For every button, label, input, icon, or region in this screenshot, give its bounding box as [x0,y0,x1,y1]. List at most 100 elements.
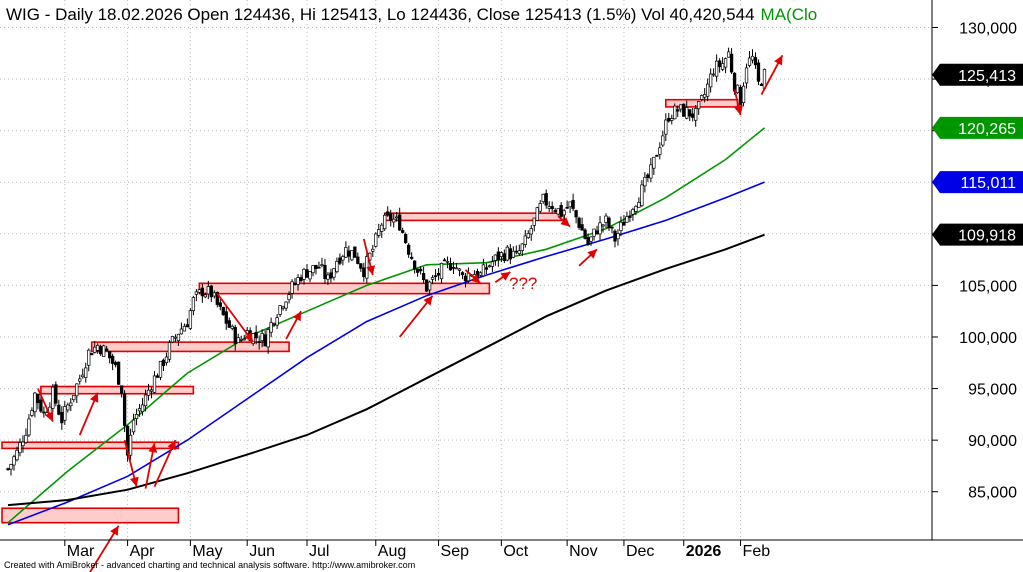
candle-body [410,256,414,259]
candle-body [356,256,360,264]
candle-body [200,287,205,297]
candle-body [622,221,626,226]
x-tick-label: Oct [503,543,528,560]
x-tick-label: Nov [569,543,597,560]
candle-body [221,306,225,316]
value-badge-label: 120,265 [958,121,1016,138]
candle-body [203,294,207,298]
arrow-head [774,55,783,66]
candle-body [119,385,124,394]
candle-body [445,260,450,263]
candle-body [93,346,97,353]
candle-body [188,310,193,329]
candle-body [535,207,539,221]
candle-body [314,264,318,270]
candle-body [735,84,740,94]
arrow-shaft [216,293,254,343]
candle-body [24,434,28,443]
candle-body [302,268,306,280]
candle-body [398,214,402,231]
candle-body [380,224,384,232]
candle-body [236,337,240,343]
value-badge: 115,011 [932,171,1023,194]
candle-body [176,333,181,341]
candle-body [392,218,396,223]
arrow-head [148,443,158,453]
candle-body [463,275,468,282]
x-tick-label: Mar [67,543,95,560]
arrow-head [366,265,375,276]
arrow-head [110,525,119,536]
candle-body [60,412,64,424]
candle-body [323,265,327,279]
candle-body [729,53,734,73]
candle-body [263,334,267,347]
candle-body [54,384,58,404]
ma-line [7,181,765,526]
candle-body [436,272,441,276]
candle-body [371,248,375,252]
candle-body [173,336,178,339]
x-tick-label: Sep [441,543,470,560]
candle-body [377,229,381,236]
candle-body [72,395,76,401]
candle-body [30,410,34,416]
candle-body [451,267,456,269]
candle-body [670,118,674,121]
candle-body [553,210,557,212]
candle-body [526,233,530,239]
candle-body [84,367,88,378]
candle-body [146,389,151,396]
candle-body [532,217,536,226]
candle-body [386,211,390,216]
value-badge: 109,918 [932,223,1023,246]
candle-body [42,411,46,414]
candle-body [275,317,279,326]
credit-footer: Created with AmiBroker - advanced charti… [4,560,415,570]
price-candles [6,47,767,476]
candle-body [523,235,527,245]
candle-body [562,210,566,216]
candle-body [616,233,620,240]
candle-body [637,201,641,208]
arrow-head [244,332,254,343]
candle-body [744,67,749,84]
arrow-head [587,249,597,259]
candle-body [233,326,237,344]
candle-body [691,113,695,118]
candle-body [131,419,136,433]
question-annotation: ??? [509,274,537,293]
candle-body [149,389,154,392]
candle-body [493,254,498,261]
candle-body [592,228,596,237]
candle-body [350,250,354,261]
arrow-head [734,105,743,116]
candle-body [15,449,19,461]
value-badge-label: 109,918 [958,228,1016,245]
candle-body [39,399,43,412]
annotation-arrows [37,54,784,572]
candle-body [269,322,273,333]
value-badge-bg [932,116,1023,139]
candle-body [556,208,560,215]
candle-body [395,216,399,219]
candle-body [102,345,106,357]
candle-body [484,267,489,270]
candle-body [108,350,112,359]
y-tick-label: 85,000 [968,485,1017,502]
candle-body [57,404,61,415]
candle-body [697,100,701,110]
candle-body [311,265,315,274]
value-badge-bg [932,171,1023,194]
candle-body [284,301,288,309]
candle-body [87,349,91,366]
y-tick-label: 130,000 [959,20,1017,37]
candle-body [260,332,264,342]
candle-body [116,361,121,385]
candle-body [457,268,462,271]
candle-body [383,214,387,230]
candle-body [439,262,444,280]
candle-body [756,62,761,82]
y-tick-label: 105,000 [959,278,1017,295]
